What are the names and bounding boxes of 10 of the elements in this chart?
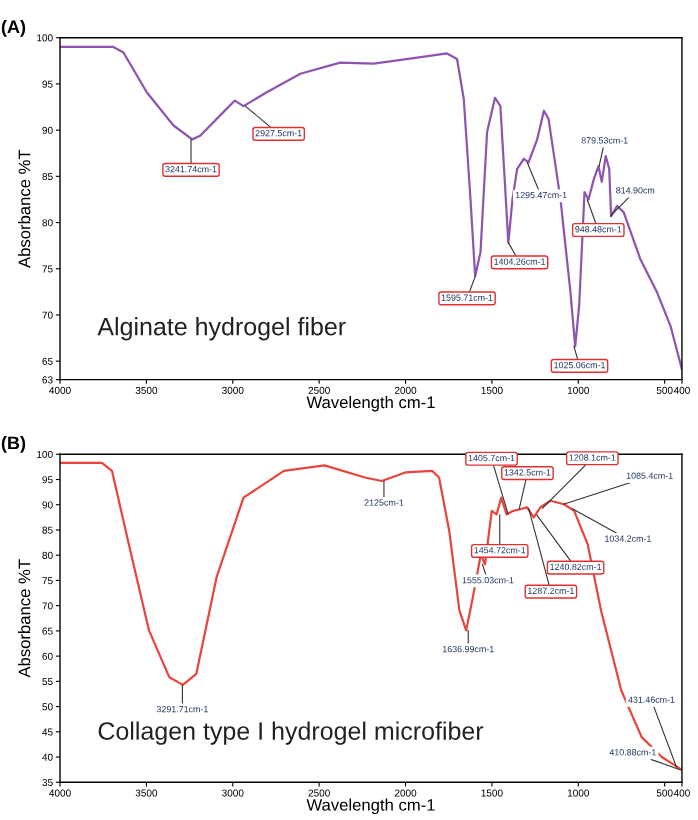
x-axis-title: Wavelength cm-1 (306, 395, 435, 412)
y-axis-title: Absorbance %T (18, 559, 31, 678)
chart-title: (B) (1, 436, 26, 453)
line-series (60, 45, 682, 371)
y-axis-title: Absorbance %T (18, 149, 31, 268)
chart-title: (A) (1, 19, 26, 37)
line-series (60, 461, 682, 772)
annotation: Alginate hydrogel fiber (97, 317, 346, 341)
x-axis-title: Wavelength cm-1 (306, 798, 435, 815)
annotation: Collagen type I hydrogel microfiber (98, 721, 484, 745)
